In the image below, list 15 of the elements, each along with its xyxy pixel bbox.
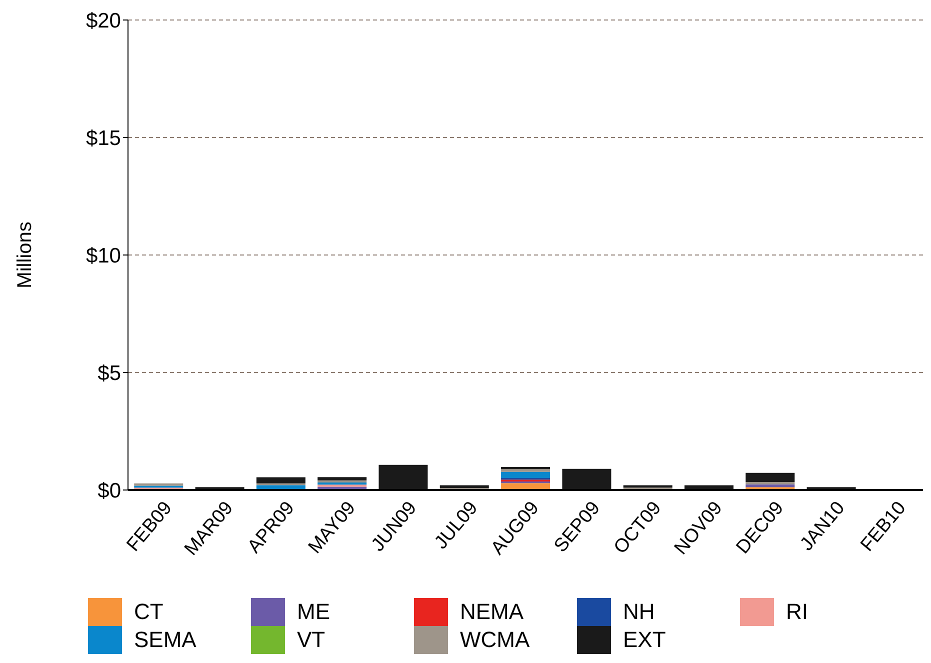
y-axis-title: Millions <box>14 222 36 288</box>
legend-label: EXT <box>623 627 666 653</box>
legend-label: NEMA <box>460 599 524 625</box>
legend-label: WCMA <box>460 627 530 653</box>
legend-label: SEMA <box>134 627 196 653</box>
legend-label: VT <box>297 627 326 653</box>
y-tick-label: $15 <box>86 126 121 150</box>
y-tick-label: $5 <box>98 362 121 385</box>
y-tick-label: $20 <box>86 9 121 32</box>
legend-label: CT <box>134 599 164 625</box>
legend-label: ME <box>297 599 330 625</box>
y-tick-label: $10 <box>86 244 121 268</box>
legend-label: RI <box>786 599 808 625</box>
legend-label: NH <box>623 599 655 625</box>
y-tick-label: $0 <box>98 479 121 502</box>
